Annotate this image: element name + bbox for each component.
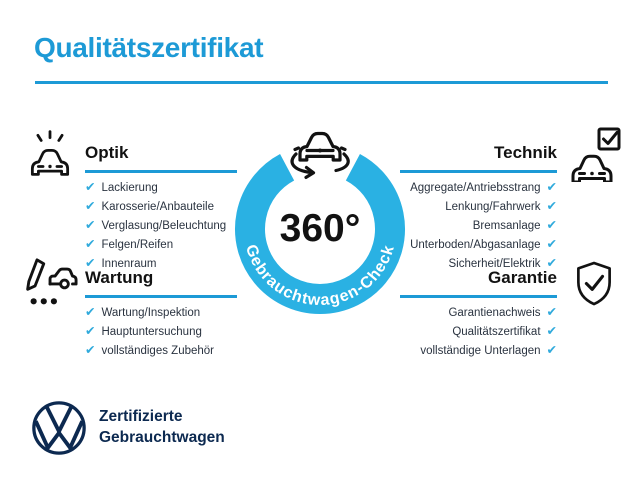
checklist-item-label: Garantienachweis [448,306,541,319]
checklist-item-label: vollständiges Zubehör [101,344,214,357]
360-check-ring: Gebrauchtwagen-Check 360° [235,153,405,314]
check-icon: ✔ [85,304,96,320]
checklist-item: ✔ Innenraum [85,254,237,273]
checklist-item: ✔ Wartung/Inspektion [85,303,237,322]
checklist-item: Bremsanlage ✔ [337,216,557,235]
check-icon: ✔ [85,217,96,233]
checklist-item: Garantienachweis ✔ [337,303,557,322]
check-icon: ✔ [546,236,557,252]
checklist-item: ✔ Verglasung/Beleuchtung [85,216,237,235]
brand-claim-line2: Gebrauchtwagen [99,429,225,446]
check-icon: ✔ [546,304,557,320]
check-icon: ✔ [546,179,557,195]
brand-claim-line1: Zertifizierte [99,408,183,425]
checklist-item: ✔ vollständiges Zubehör [85,341,237,360]
section-wartung: Wartung ✔ Wartung/Inspektion ✔ Hauptunters… [85,268,237,360]
service-checklist-icon [26,258,78,305]
header-divider [35,81,608,84]
checklist-item: vollständige Unterlagen ✔ [337,341,557,360]
checklist-item-label: Bremsanlage [472,219,541,232]
check-icon: ✔ [85,179,96,195]
check-icon: ✔ [85,198,96,214]
section-technik-title: Technik [400,143,557,173]
checklist-item: Sicherheit/Elektrik ✔ [337,254,557,273]
checklist-item-label: Karosserie/Anbauteile [101,200,214,213]
check-icon: ✔ [546,255,557,271]
section-optik-items: ✔ Lackierung ✔ Karosserie/Anbauteile ✔ Verg… [85,178,237,273]
car-rotate-icon [290,131,350,179]
checklist-item: Qualitätszertifikat ✔ [337,322,557,341]
brand-claim: Zertifizierte Gebrauchtwagen [99,406,225,448]
checklist-item-label: Lenkung/Fahrwerk [445,200,541,213]
section-wartung-items: ✔ Wartung/Inspektion ✔ Hauptuntersuchung ✔… [85,303,237,360]
checklist-item-label: Unterboden/Abgasanlage [410,238,541,251]
check-icon: ✔ [546,323,557,339]
check-icon: ✔ [546,198,557,214]
checklist-item-label: Lackierung [101,181,158,194]
car-checkbox-icon [571,127,621,182]
section-technik-items: Aggregate/Antriebsstrang ✔ Lenkung/Fahrwe… [337,178,557,273]
checklist-item-label: Qualitätszertifikat [452,325,541,338]
vw-logo [32,401,86,455]
checklist-item: ✔ Lackierung [85,178,237,197]
check-icon: ✔ [546,217,557,233]
degree-label: 360° [280,207,361,250]
section-garantie-title: Garantie [400,268,557,298]
checklist-item-label: Sicherheit/Elektrik [448,257,541,270]
checklist-item: ✔ Karosserie/Anbauteile [85,197,237,216]
section-optik-title: Optik [85,143,237,173]
check-icon: ✔ [85,236,96,252]
checklist-item: ✔ Hauptuntersuchung [85,322,237,341]
checklist-item-label: Wartung/Inspektion [101,306,201,319]
checklist-item: Lenkung/Fahrwerk ✔ [337,197,557,216]
checklist-item-label: Aggregate/Antriebsstrang [410,181,541,194]
check-icon: ✔ [85,255,96,271]
section-optik: Optik ✔ Lackierung ✔ Karosserie/Anbauteile… [85,143,237,273]
check-icon: ✔ [85,342,96,358]
car-shine-icon [30,130,70,176]
checklist-item-label: Verglasung/Beleuchtung [101,219,227,232]
section-garantie: Garantie Garantienachweis ✔ Qualitätszert… [337,268,557,360]
shield-check-icon [577,261,611,306]
checklist-item-label: vollständige Unterlagen [420,344,541,357]
check-icon: ✔ [85,323,96,339]
check-icon: ✔ [546,342,557,358]
section-wartung-title: Wartung [85,268,237,298]
section-garantie-items: Garantienachweis ✔ Qualitätszertifikat ✔ v… [337,303,557,360]
checklist-item-label: Innenraum [101,257,157,270]
section-technik: Technik Aggregate/Antriebsstrang ✔ Lenkun… [337,143,557,273]
checklist-item: Unterboden/Abgasanlage ✔ [337,235,557,254]
checklist-item-label: Hauptuntersuchung [101,325,202,338]
page-title: Qualitätszertifikat [34,32,264,63]
checklist-item: Aggregate/Antriebsstrang ✔ [337,178,557,197]
ring-arc [235,153,405,314]
checklist-item: ✔ Felgen/Reifen [85,235,237,254]
checklist-item-label: Felgen/Reifen [101,238,174,251]
